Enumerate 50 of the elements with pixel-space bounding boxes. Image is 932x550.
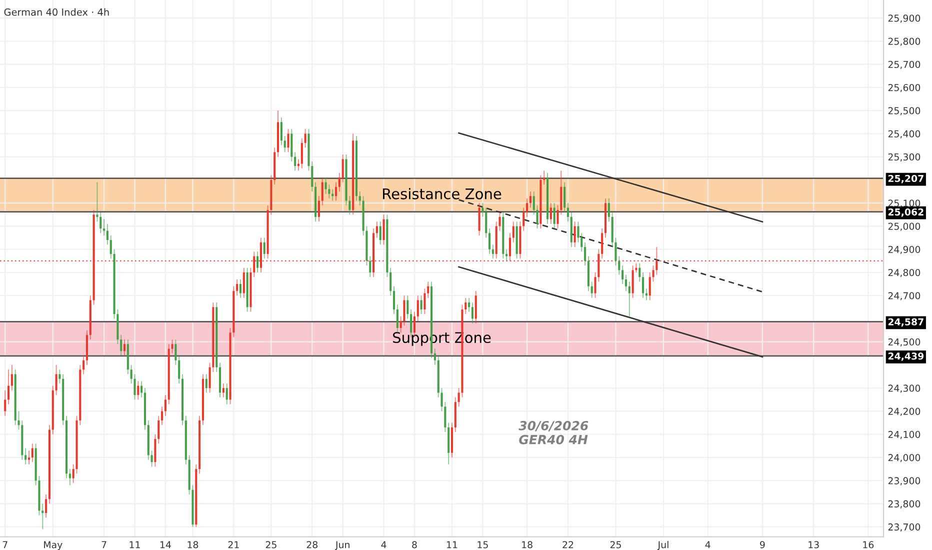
x-tick-label: 21	[228, 541, 239, 548]
x-tick-label: 28	[306, 541, 318, 548]
y-tick-label: 25,400	[888, 130, 920, 138]
annotation: 30/6/2026	[518, 420, 588, 432]
x-tick-label: 4	[705, 541, 710, 548]
y-tick-label: 25,207	[888, 174, 924, 184]
y-tick-label: 24,300	[888, 384, 920, 393]
y-tick-label: 25,100	[888, 200, 920, 208]
y-tick-label: 23,900	[888, 477, 920, 486]
x-tick-label: 7	[2, 541, 8, 548]
band-label: Resistance Zone	[383, 188, 502, 200]
y-tick-label: 24,900	[888, 246, 920, 254]
y-tick-label: 24,700	[888, 292, 920, 300]
x-tick-label: 22	[562, 541, 574, 548]
y-tick-label: 25,500	[888, 107, 920, 116]
x-tick-label: 25	[266, 541, 276, 548]
y-tick-label: 24,100	[888, 430, 920, 440]
x-tick-label: 11	[447, 541, 458, 548]
y-tick-label: 25,600	[888, 84, 920, 92]
y-tick-label: 25,000	[888, 222, 920, 231]
x-tick-label: 18	[522, 541, 532, 548]
y-tick-label: 25,900	[888, 14, 920, 23]
x-tick-label: 14	[160, 541, 171, 548]
y-tick-label: 23,800	[888, 500, 920, 508]
x-tick-label: 11	[130, 541, 140, 548]
x-tick-label: 7	[102, 541, 106, 548]
x-tick-label: Jun	[334, 541, 350, 550]
text: German 40 Index · 4h	[4, 8, 109, 16]
y-tick-label: 24,200	[888, 408, 920, 416]
x-tick-label: 25	[610, 541, 621, 548]
x-tick-label: Jul	[657, 540, 668, 550]
x-tick-label: 15	[478, 541, 488, 548]
y-tick-label: 24,800	[888, 269, 920, 278]
x-tick-label: 4	[381, 541, 386, 548]
annotation: GER40 4H	[519, 434, 588, 444]
x-tick-label: 18	[188, 541, 198, 548]
y-tick-label: 25,300	[888, 153, 920, 162]
x-tick-label: 13	[808, 541, 819, 548]
x-tick-label: 9	[760, 541, 765, 548]
y-tick-label: 24,587	[888, 318, 924, 327]
y-tick-label: 24,439	[888, 352, 924, 361]
y-tick-label: 24,000	[888, 454, 920, 462]
y-tick-label: 25,800	[888, 38, 920, 46]
x-tick-label: 16	[863, 541, 874, 548]
y-tick-label: 25,062	[888, 208, 924, 217]
x-tick-label: May	[44, 541, 62, 550]
y-tick-label: 24,500	[888, 338, 920, 347]
x-tick-label: 8	[412, 541, 417, 548]
y-tick-label: 25,700	[888, 60, 920, 69]
y-tick-label: 23,700	[888, 523, 920, 532]
